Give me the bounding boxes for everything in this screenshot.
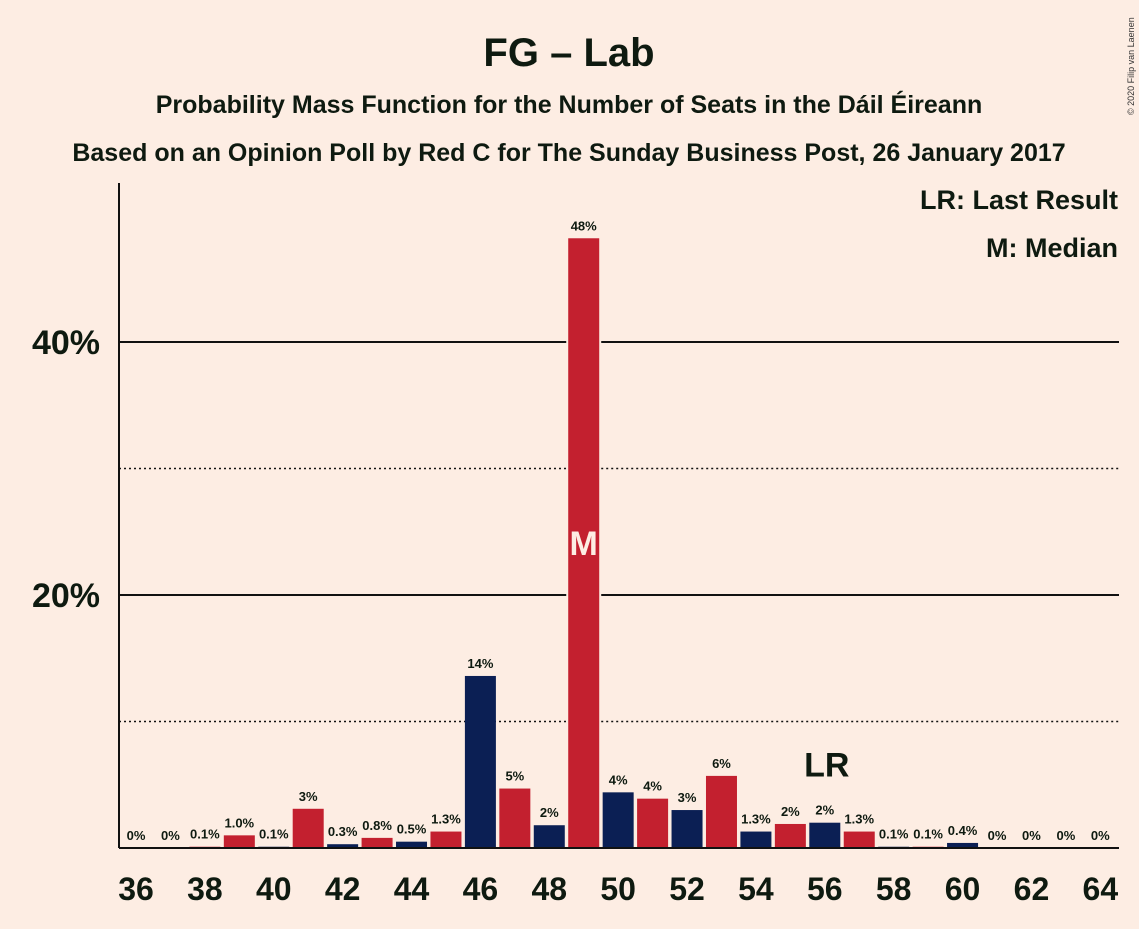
data-label-60: 0.4% <box>948 823 978 838</box>
bar-46 <box>464 675 496 848</box>
x-tick-label-42: 42 <box>325 871 361 907</box>
data-label-55: 2% <box>781 804 800 819</box>
data-label-43: 0.8% <box>362 818 392 833</box>
data-label-38: 0.1% <box>190 827 220 842</box>
data-label-37: 0% <box>161 828 180 843</box>
y-tick-label: 20% <box>32 577 100 615</box>
copyright-notice: © 2020 Filip van Laenen <box>1126 17 1136 115</box>
bar-60 <box>947 842 979 848</box>
data-label-53: 6% <box>712 756 731 771</box>
bar-56 <box>809 822 841 848</box>
chart-subtitle-2: Based on an Opinion Poll by Red C for Th… <box>72 139 1065 167</box>
x-tick-label-58: 58 <box>876 871 912 907</box>
x-tick-label-54: 54 <box>738 871 774 907</box>
bar-51 <box>637 798 669 848</box>
data-label-59: 0.1% <box>913 827 943 842</box>
data-label-46: 14% <box>467 656 493 671</box>
bar-55 <box>774 823 806 848</box>
data-label-39: 1.0% <box>224 815 254 830</box>
data-label-42: 0.3% <box>328 824 358 839</box>
bar-57 <box>843 831 875 848</box>
x-tick-label-56: 56 <box>807 871 843 907</box>
data-label-56: 2% <box>815 803 834 818</box>
bar-49 <box>568 238 600 848</box>
data-label-40: 0.1% <box>259 827 289 842</box>
bar-54 <box>740 831 772 848</box>
data-labels: 0% 0% 0.1% 1.0% 0.1% 3% 0.3% 0.8% 0.5% 1.3% 14% 5% 2… <box>127 218 1111 843</box>
last-result-marker: LR <box>804 747 849 785</box>
x-tick-label-44: 44 <box>394 871 430 907</box>
bars <box>189 238 979 848</box>
bar-50 <box>602 792 634 848</box>
data-label-64: 0% <box>1091 828 1110 843</box>
bar-39 <box>223 835 255 848</box>
data-label-49: 48% <box>571 218 597 233</box>
data-label-36: 0% <box>127 828 146 843</box>
bar-41 <box>292 808 324 848</box>
data-label-50: 4% <box>609 772 628 787</box>
bar-52 <box>671 810 703 848</box>
bar-47 <box>499 788 531 848</box>
data-label-62: 0% <box>1022 828 1041 843</box>
bar-53 <box>705 775 737 848</box>
data-label-61: 0% <box>988 828 1007 843</box>
legend-median: M: Median <box>986 233 1118 263</box>
chart-title: FG – Lab <box>483 31 654 75</box>
chart-subtitle-1: Probability Mass Function for the Number… <box>156 90 983 119</box>
x-tick-label-46: 46 <box>463 871 499 907</box>
x-tick-label-38: 38 <box>187 871 223 907</box>
data-label-52: 3% <box>678 790 697 805</box>
x-tick-label-60: 60 <box>945 871 981 907</box>
data-label-41: 3% <box>299 789 318 804</box>
data-label-48: 2% <box>540 805 559 820</box>
bar-42 <box>327 844 359 848</box>
bar-44 <box>396 841 428 848</box>
median-marker: M <box>570 525 598 563</box>
data-label-63: 0% <box>1056 828 1075 843</box>
bar-43 <box>361 837 393 848</box>
y-tick-label: 40% <box>32 324 100 362</box>
data-label-44: 0.5% <box>397 822 427 837</box>
x-tick-label-52: 52 <box>669 871 705 907</box>
x-tick-label-62: 62 <box>1014 871 1050 907</box>
data-label-45: 1.3% <box>431 812 461 827</box>
data-label-57: 1.3% <box>844 812 874 827</box>
axes: 20% 40% 36 38 40 42 44 46 48 50 52 54 56 58 60 62 64 <box>32 183 1119 907</box>
x-tick-label-40: 40 <box>256 871 292 907</box>
data-label-58: 0.1% <box>879 827 909 842</box>
x-tick-label-36: 36 <box>118 871 154 907</box>
legend-last-result: LR: Last Result <box>920 185 1118 215</box>
x-tick-label-50: 50 <box>600 871 636 907</box>
x-tick-label-48: 48 <box>531 871 567 907</box>
bar-48 <box>533 825 565 848</box>
data-label-54: 1.3% <box>741 812 771 827</box>
data-label-51: 4% <box>643 779 662 794</box>
x-tick-label-64: 64 <box>1083 871 1119 907</box>
bar-45 <box>430 831 462 848</box>
gridlines <box>119 341 1119 723</box>
data-label-47: 5% <box>505 769 524 784</box>
